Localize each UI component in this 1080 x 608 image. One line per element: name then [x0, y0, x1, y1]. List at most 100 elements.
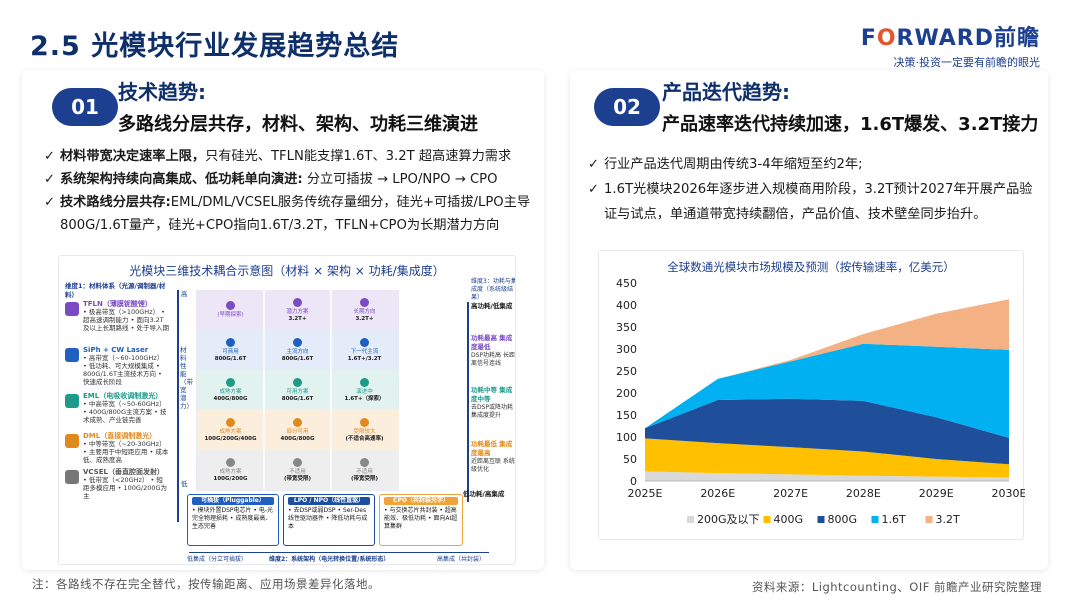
arch-name: LPO / NPO（线性直驱） — [288, 497, 370, 505]
arch-low-label: 低集成（分立可插拔） — [187, 556, 248, 563]
cube-cell: 受限较大 (不适合高速率) — [333, 414, 396, 446]
cube-cell-rate: 400G/800G — [213, 395, 248, 402]
cube-cell-rate: 1.6T+（探索） — [344, 395, 385, 402]
status-dot-icon — [226, 337, 235, 347]
status-dot-icon — [293, 417, 302, 427]
power-level: 功耗最低 集成度最高 近距离互联 系统级优化 — [471, 440, 515, 474]
cube-cell-label: 成熟方案 — [219, 468, 242, 475]
bullet-item: ✓ 材料带宽决定速率上限，只有硅光、TFLN能支撑1.6T、3.2T 超高速算力需… — [44, 145, 534, 168]
market-size-chart: 全球数通光模块市场规模及预测（按传输速率，亿美元） 0 50 100 150 200 25… — [598, 250, 1025, 540]
y-tick-label: 250 — [616, 365, 637, 378]
section-heading: 产品迭代趋势: — [662, 80, 790, 104]
material-name: SiPh + CW Laser — [83, 346, 149, 354]
power-level-title: 功耗最低 集成度最高 — [471, 440, 513, 457]
power-level-title: 低功耗/高集成 — [463, 490, 505, 498]
x-tick-label: 2026E — [700, 487, 735, 500]
status-dot-icon — [293, 337, 302, 347]
cube-cell: 演进中 1.6T+（探索） — [333, 374, 396, 406]
y-tick-label: 50 — [623, 453, 637, 466]
cube-cell-label: 可用方案 — [286, 388, 309, 395]
material-dml: DML（直接调制激光） • 中等带宽（~20-30GHz） • 主要用于中短距应用… — [65, 432, 169, 464]
bullet-item: ✓ 行业产品迭代周期由传统3-4年缩短至约2年; — [588, 152, 1038, 177]
cube-cell-label: 不适用 — [289, 468, 306, 475]
status-dot-icon — [293, 297, 302, 307]
power-level-title: 功耗中等 集成度中等 — [471, 386, 513, 403]
material-name: VCSEL（垂直腔面发射） — [83, 468, 164, 476]
material-tfln: TFLN（薄膜铌酸锂） • 极高带宽（>100GHz） • 超高速调制能力 • 面… — [65, 300, 169, 332]
legend-swatch — [871, 516, 879, 523]
status-dot-icon — [226, 301, 235, 310]
status-dot-icon — [360, 417, 369, 427]
cube-row-bg — [197, 410, 399, 450]
material-vcsel: VCSEL（垂直腔面发射） • 低带宽（<20GHz） • 短距多模应用 • 10… — [65, 468, 169, 500]
check-icon: ✓ — [44, 195, 56, 210]
power-level-desc: DSP功耗高 长距离信号连线 — [471, 352, 515, 367]
source-note: 资料来源：Lightcounting、OIF 前瞻产业研究院整理 — [751, 580, 1042, 594]
bullet-text: 分立可插拔 → LPO/NPO → CPO — [302, 172, 498, 187]
cube-cell-label: 部分可用 — [286, 428, 309, 435]
cube-cell-label: 长期方向 — [353, 308, 376, 315]
chart-title: 全球数通光模块市场规模及预测（按传输速率，亿美元） — [667, 260, 955, 274]
cube-cell-label: 受限较大 — [353, 428, 376, 435]
x-tick-label: 2029E — [919, 487, 954, 500]
material-desc: • 低带宽（<20GHz） • 短距多模应用 • 100G/200G为主 — [83, 476, 168, 500]
legend-swatch — [925, 516, 933, 523]
cube-cell: (早期探索) — [199, 294, 262, 326]
power-level: 功耗最高 集成度最低 DSP功耗高 长距离信号连线 — [471, 334, 515, 368]
brand-logo-rest: RWARD前瞻 — [896, 26, 1040, 51]
cube-cell-rate: 1.6T+/3.2T — [347, 355, 382, 362]
cube-cell-rate: 800G/1.6T — [281, 395, 314, 402]
x-tick-label: 2028E — [846, 487, 881, 500]
arch-desc: • 去DSP或弱DSP • Ser-Des线性驱动器件 • 降低功耗与成本 — [288, 507, 368, 530]
power-level: 低功耗/高集成 — [463, 490, 515, 499]
cube-cell: 成熟方案 100G/200G/400G — [199, 414, 262, 446]
power-level-title: 高功耗/低集成 — [471, 302, 513, 310]
cube-cell-rate: 3.2T+ — [355, 315, 374, 322]
cube-row-bg — [197, 330, 399, 370]
laser-icon — [65, 394, 79, 408]
y-tick-label: 450 — [616, 277, 637, 290]
cube-cell-rate: (不适合高速率) — [345, 435, 384, 442]
cube-cell-rate: 400G/800G — [280, 435, 315, 442]
power-level: 高功耗/低集成 — [471, 302, 515, 311]
cube-row-bg — [197, 450, 399, 490]
area-series — [645, 471, 1009, 481]
section-heading: 技术趋势: — [118, 80, 206, 104]
wafer-icon — [65, 348, 79, 362]
bullet-bold: 材料带宽决定速率上限， — [60, 149, 206, 164]
tech-trend-card: 01 技术趋势: 多路线分层共存，材料、架构、功耗三维演进 ✓ 材料带宽决定速率上… — [22, 70, 544, 570]
material-desc: • 中高带宽（~50-60GHz） • 400G/800G主流方案 • 技术成熟… — [83, 400, 167, 424]
coupling-cube: (早期探索) 潜力方案 3.2T+ 长期方向 3.2T+ 可商用 800G/1.6T 主流方向… — [189, 290, 399, 510]
material-eml: EML（电吸收调制激光） • 中高带宽（~50-60GHz） • 400G/800… — [65, 392, 169, 424]
cube-cell-label: 潜力方案 — [286, 308, 309, 315]
status-dot-icon — [360, 377, 369, 387]
cube-cell: 主流方向 800G/1.6T — [266, 334, 329, 366]
bullet-text: 1.6T光模块2026年逐步进入规模商用阶段，3.2T预计2027年开展产品验证… — [604, 182, 1033, 222]
cube-cell-rate: (带宽受限) — [350, 475, 379, 482]
power-level-desc: 去DSP或降功耗 集成度提升 — [471, 404, 514, 419]
dim-power-label: 维度3：功耗与集成度（系统级结果） — [471, 278, 516, 301]
status-dot-icon — [293, 377, 302, 387]
cube-cell-label: 不适用 — [356, 468, 373, 475]
bullet-item: ✓ 1.6T光模块2026年逐步进入规模商用阶段，3.2T预计2027年开展产品验… — [588, 177, 1038, 227]
legend-label: 400G — [774, 513, 804, 526]
arch-high-label: 高集成（共封装） — [437, 556, 486, 563]
y-tick-label: 200 — [616, 387, 637, 400]
cube-cell: 潜力方案 3.2T+ — [266, 294, 329, 326]
cube-cell-label: 下一代主流 — [350, 348, 379, 355]
material-name: EML（电吸收调制激光） — [83, 392, 163, 400]
y-tick-label: 100 — [616, 431, 637, 444]
check-icon: ✓ — [588, 157, 600, 172]
legend-label: 800G — [828, 513, 858, 526]
material-name: DML（直接调制激光） — [83, 432, 157, 440]
brand-logo-o: O — [876, 26, 897, 51]
area-series — [645, 398, 1009, 465]
section-badge: 01 — [52, 88, 118, 126]
cube-cell: 可用方案 800G/1.6T — [266, 374, 329, 406]
material-desc: • 极高带宽（>100GHz） • 超高速调制能力 • 面向3.2T及以上长期路… — [83, 308, 169, 332]
axis-label-material-performance: 材料性能（带宽潜力） — [180, 346, 193, 410]
bullet-item: ✓ 系统架构持续向高集成、低功耗单向演进: 分立可插拔 → LPO/NPO → C… — [44, 168, 534, 191]
product-trend-card: 02 产品迭代趋势: 产品速率迭代持续加速，1.6T爆发、3.2T接力 ✓ 行业产… — [570, 70, 1048, 570]
cube-frame — [196, 290, 399, 491]
arch-lpo-npo: LPO / NPO（线性直驱） • 去DSP或弱DSP • Ser-Des线性驱… — [283, 494, 375, 546]
